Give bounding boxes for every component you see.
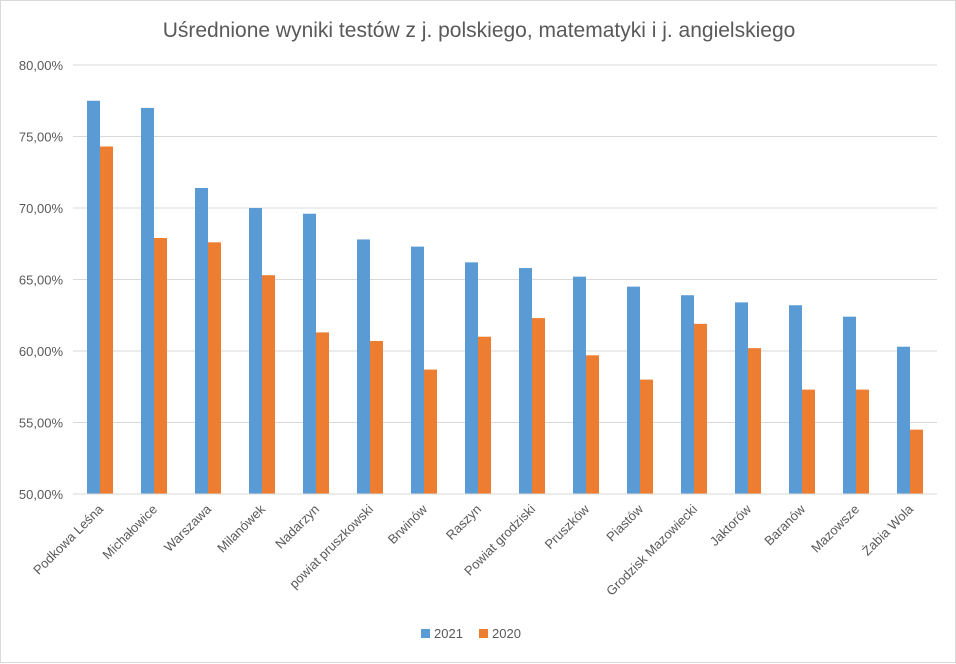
y-tick-label: 50,00% [19,487,64,502]
bar-2020 [154,238,167,494]
bar-2020 [208,242,221,494]
bar-2020 [316,332,329,494]
bar-2020 [748,348,761,494]
x-category-label: Piastów [603,501,646,544]
y-tick-label: 60,00% [19,344,64,359]
bar-2020 [424,369,437,494]
bar-2020 [910,429,923,494]
bar-2021 [195,187,208,495]
bar-2021 [789,305,802,494]
bar-2021 [465,262,478,494]
bar-2020 [100,146,113,494]
x-category-label: Michałowice [99,502,160,563]
bar-2020 [640,379,653,494]
bar-2021 [843,316,856,494]
bar-2020 [856,389,869,494]
bars [87,100,923,495]
legend-label: 2021 [434,626,463,641]
bar-2021 [87,100,100,494]
bar-2020 [370,340,383,494]
y-tick-label: 65,00% [19,273,64,288]
bar-2021 [681,295,694,494]
bar-2021 [735,302,748,494]
x-category-label: Warszawa [161,501,215,555]
y-tick-label: 55,00% [19,416,64,431]
bar-2020 [262,275,275,494]
x-category-label: Pruszków [542,501,593,552]
legend: 2021 2020 [421,626,521,641]
x-category-label: Podkowa Leśna [30,501,107,578]
y-axis-ticks: 50,00% 55,00% 60,00% 65,00% 70,00% 75,00% 80,0… [19,58,64,502]
x-category-label: Nadarzyn [272,502,322,552]
bar-2021 [627,286,640,494]
bar-2021 [519,268,532,494]
bar-2021 [357,239,370,494]
x-category-label: Milanówek [214,501,268,555]
bar-2021 [573,276,586,494]
y-tick-label: 80,00% [19,58,64,73]
x-category-label: Brwinów [385,501,431,547]
y-tick-label: 75,00% [19,130,64,145]
chart-title: Uśrednione wyniki testów z j. polskiego,… [163,19,796,42]
bar-2021 [249,208,262,494]
x-category-label: Żabia Wola [859,501,916,558]
y-tick-label: 70,00% [19,201,64,216]
legend-swatch [479,629,488,638]
bar-2021 [141,107,154,495]
x-category-label: Jaktorów [707,501,755,549]
x-category-label: Baranów [761,501,808,548]
bar-2021 [303,213,316,494]
x-category-label: Grodzisk Mazowiecki [603,501,700,598]
bar-2020 [586,355,599,494]
legend-swatch [421,629,430,638]
bar-2020 [802,389,815,494]
bar-2021 [411,246,424,494]
legend-label: 2020 [492,626,521,641]
x-category-label: Mazowsze [808,502,862,556]
bar-2020 [532,318,545,494]
bar-2021 [897,346,910,494]
bar-2020 [694,323,707,494]
bar-2020 [478,336,491,494]
x-category-label: Raszyn [443,502,484,543]
